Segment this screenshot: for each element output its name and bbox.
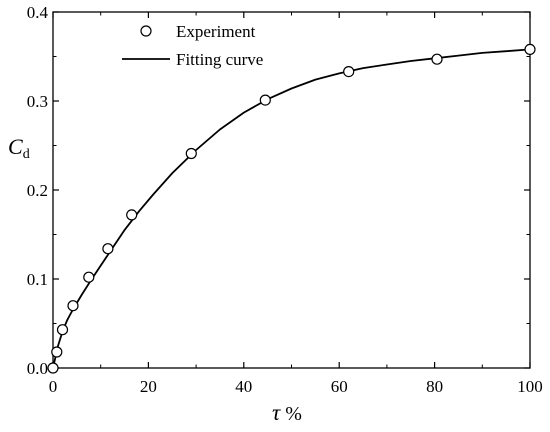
fitting-curve-line [52,48,531,369]
legend: Experiment Fitting curve [122,22,263,69]
x-tick-label: 80 [426,377,443,396]
tick-labels: 0 20 40 60 80 100 0.0 0.1 0.2 0.3 0.4 [27,3,543,396]
experiment-point [67,300,79,312]
y-tick-label: 0.3 [27,92,48,111]
x-tick-label: 40 [235,377,252,396]
experiment-point [126,209,138,221]
experiment-point [431,53,443,65]
experiment-point [83,271,95,283]
x-tick-label: 0 [49,377,58,396]
y-tick-label: 0.1 [27,270,48,289]
legend-label-experiment: Experiment [176,22,256,41]
experiment-point [259,94,271,106]
y-axis-symbol: C [8,134,23,159]
experiment-point [524,43,536,56]
svg-text:Cd: Cd [8,134,30,162]
svg-text:τ%: τ% [272,400,302,425]
x-axis-symbol: τ [272,400,281,425]
x-tick-label: 60 [331,377,348,396]
y-tick-label: 0.0 [27,359,48,378]
x-axis-unit: % [285,403,302,425]
y-axis-title: Cd [8,134,30,162]
y-axis-subscript: d [23,147,30,162]
plot-frame [52,11,531,369]
y-tick-label: 0.4 [27,3,49,22]
experiment-point [102,243,114,255]
x-tick-label: 100 [517,377,543,396]
experiment-point [343,65,355,78]
legend-label-fitting-curve: Fitting curve [176,50,263,69]
experiment-point [47,362,59,374]
x-axis-title: τ% [272,400,302,425]
x-tick-label: 20 [140,377,157,396]
experiment-point [51,346,63,358]
experiment-point [56,324,69,336]
axis-ticks [52,11,531,369]
experiment-points-layer [47,43,536,374]
fitting-curve-layer [52,48,531,369]
experiment-point [185,147,197,160]
legend-marker-experiment [140,25,152,37]
y-tick-label: 0.2 [27,181,48,200]
